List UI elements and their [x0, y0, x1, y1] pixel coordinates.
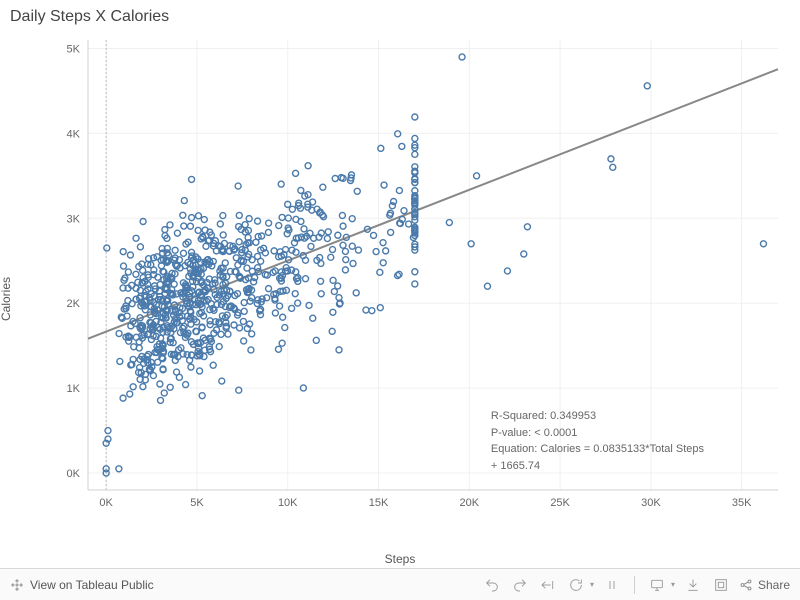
regression-stats-box: R-Squared: 0.349953P-value: < 0.0001Equa… [485, 404, 710, 478]
present-caret-icon: ▾ [671, 580, 675, 589]
fullscreen-button[interactable] [711, 575, 731, 595]
svg-text:5K: 5K [190, 497, 204, 509]
present-icon [649, 577, 665, 593]
refresh-button[interactable] [566, 575, 586, 595]
download-button[interactable] [683, 575, 703, 595]
svg-text:20K: 20K [460, 497, 480, 509]
revert-icon [540, 577, 556, 593]
refresh-caret-icon: ▾ [590, 580, 594, 589]
share-label: Share [758, 578, 790, 592]
redo-button[interactable] [510, 575, 530, 595]
view-on-tableau-label: View on Tableau Public [30, 578, 154, 592]
redo-icon [512, 577, 528, 593]
refresh-icon [568, 577, 584, 593]
share-icon [739, 578, 753, 592]
stats-line: + 1665.74 [491, 458, 704, 475]
pause-icon [604, 577, 620, 593]
svg-text:1K: 1K [67, 383, 81, 395]
fullscreen-icon [713, 577, 729, 593]
svg-text:0K: 0K [99, 497, 113, 509]
view-on-tableau-link[interactable]: View on Tableau Public [10, 578, 154, 592]
svg-text:2K: 2K [67, 298, 81, 310]
svg-text:4K: 4K [67, 128, 81, 140]
x-axis-label: Steps [385, 552, 416, 566]
svg-text:5K: 5K [67, 43, 81, 55]
svg-text:10K: 10K [278, 497, 298, 509]
pause-button[interactable] [602, 575, 622, 595]
svg-text:0K: 0K [67, 468, 81, 480]
y-axis-label: Calories [0, 277, 13, 321]
tableau-toolbar: View on Tableau Public ▾ ▾ Share [0, 568, 800, 600]
stats-line: R-Squared: 0.349953 [491, 408, 704, 425]
tableau-icon [10, 578, 24, 592]
share-button[interactable]: Share [739, 578, 790, 592]
stats-line: P-value: < 0.0001 [491, 425, 704, 442]
page-title: Daily Steps X Calories [0, 0, 800, 30]
undo-button[interactable] [482, 575, 502, 595]
present-button[interactable] [647, 575, 667, 595]
svg-text:30K: 30K [641, 497, 661, 509]
svg-text:15K: 15K [369, 497, 389, 509]
plot-area: Calories Steps 0K 1K 2K 3K 4K 5K 0K 5K 10K 15K 20K… [0, 30, 800, 568]
svg-text:35K: 35K [732, 497, 752, 509]
svg-text:25K: 25K [550, 497, 570, 509]
svg-text:3K: 3K [67, 213, 81, 225]
revert-button[interactable] [538, 575, 558, 595]
toolbar-separator [634, 576, 635, 594]
stats-line: Equation: Calories = 0.0835133*Total Ste… [491, 441, 704, 458]
undo-icon [484, 577, 500, 593]
download-icon [685, 577, 701, 593]
